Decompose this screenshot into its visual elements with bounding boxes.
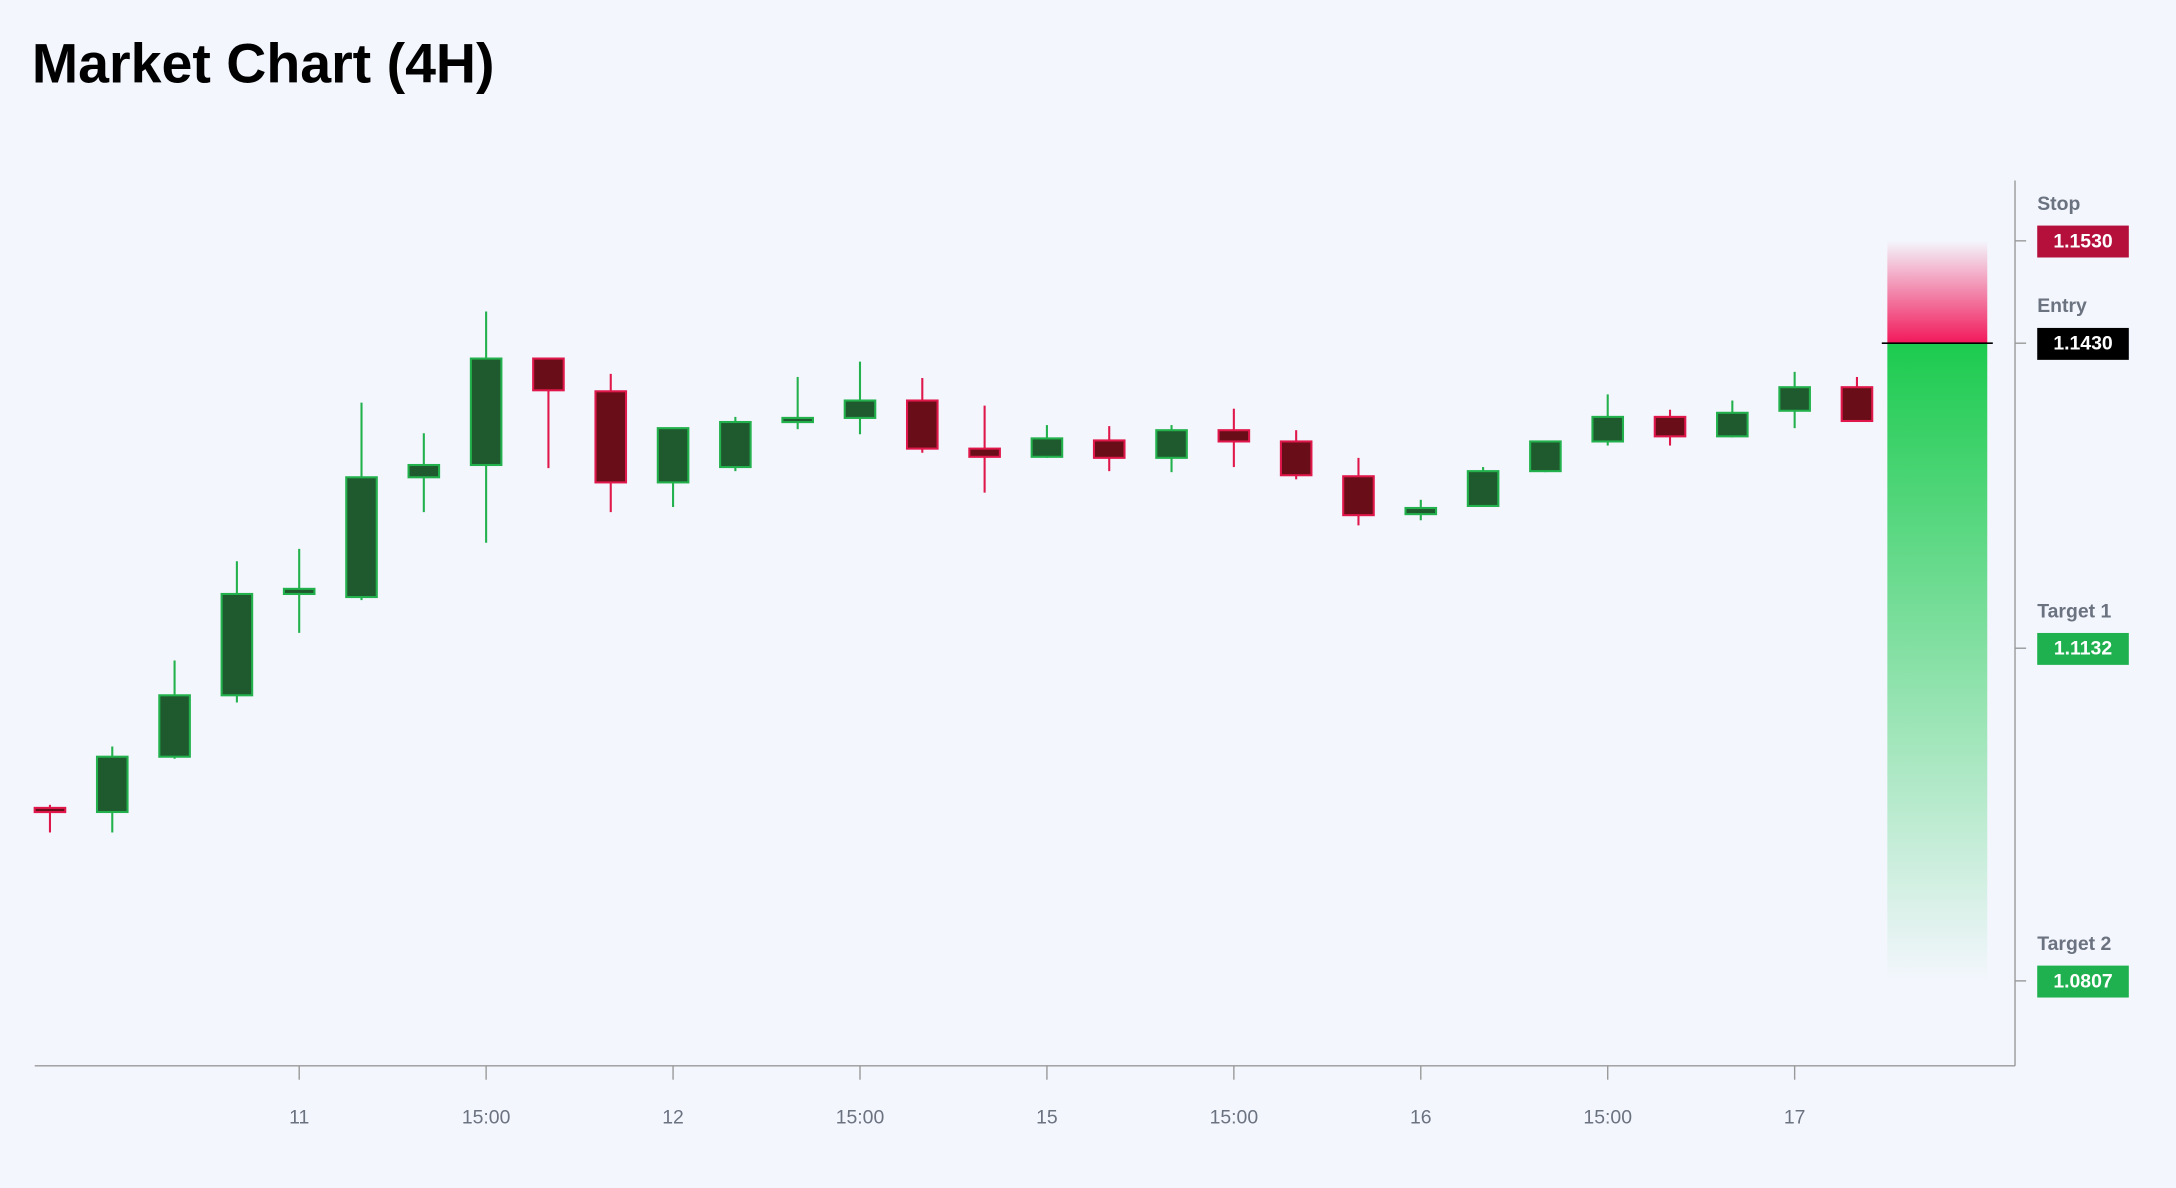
candle-body: [656, 427, 690, 484]
candle-body: [1217, 429, 1251, 443]
level-value: 1.0807: [2053, 970, 2112, 992]
x-tick-label: 11: [289, 1107, 309, 1129]
level-box: [2037, 327, 2129, 360]
candle-body: [1840, 386, 1874, 423]
level-box: [2037, 225, 2129, 258]
x-tick-label: 15: [1036, 1107, 1058, 1129]
candle-body: [781, 416, 814, 424]
x-tick-label: 16: [1410, 1107, 1432, 1129]
level-name: Target 1: [2037, 600, 2111, 622]
level-name: Stop: [2037, 193, 2080, 215]
candle-body: [1342, 475, 1375, 517]
x-tick-label: 15:00: [836, 1107, 885, 1129]
level-box: [2037, 965, 2129, 998]
candle-body: [1591, 415, 1625, 443]
candle-body: [1279, 440, 1313, 477]
candle-body: [282, 587, 316, 596]
candle-body: [968, 447, 1001, 458]
x-tick-label: 17: [1784, 1107, 1806, 1129]
stop-zone: [1887, 240, 1988, 344]
x-tick-label: 15:00: [1583, 1107, 1632, 1129]
candle-body: [1778, 386, 1811, 412]
level-value: 1.1132: [2054, 638, 2112, 660]
x-tick-label: 15:00: [1210, 1107, 1259, 1129]
candle-body: [1466, 470, 1500, 507]
candle-body: [1529, 440, 1562, 473]
candle-body: [532, 357, 565, 392]
candle-body: [407, 463, 441, 479]
x-tick-label: 15:00: [462, 1107, 511, 1129]
level-name: Target 2: [2037, 933, 2111, 955]
target-zone: [1887, 343, 1988, 981]
candle-body: [843, 399, 877, 419]
candle-body: [1653, 415, 1687, 438]
candle-body: [33, 806, 67, 814]
candle-body: [345, 476, 378, 599]
x-tick-label: 12: [662, 1107, 684, 1129]
candle-body: [594, 390, 628, 484]
candle-body: [1716, 411, 1749, 438]
candle-body: [1404, 506, 1438, 516]
candle-body: [1092, 439, 1126, 459]
candle-body: [220, 592, 254, 697]
level-name: Entry: [2037, 295, 2087, 317]
level-box: [2037, 632, 2129, 665]
level-value: 1.1530: [2053, 230, 2112, 252]
chart-title: Market Chart (4H): [32, 33, 495, 95]
candle-body: [1030, 437, 1064, 458]
candle-body: [719, 420, 752, 469]
candle-body: [158, 694, 191, 758]
candle-body: [95, 755, 129, 814]
candle-body: [1155, 429, 1188, 459]
level-value: 1.1430: [2053, 333, 2112, 355]
candle-body: [469, 357, 503, 467]
candle-body: [905, 399, 939, 450]
